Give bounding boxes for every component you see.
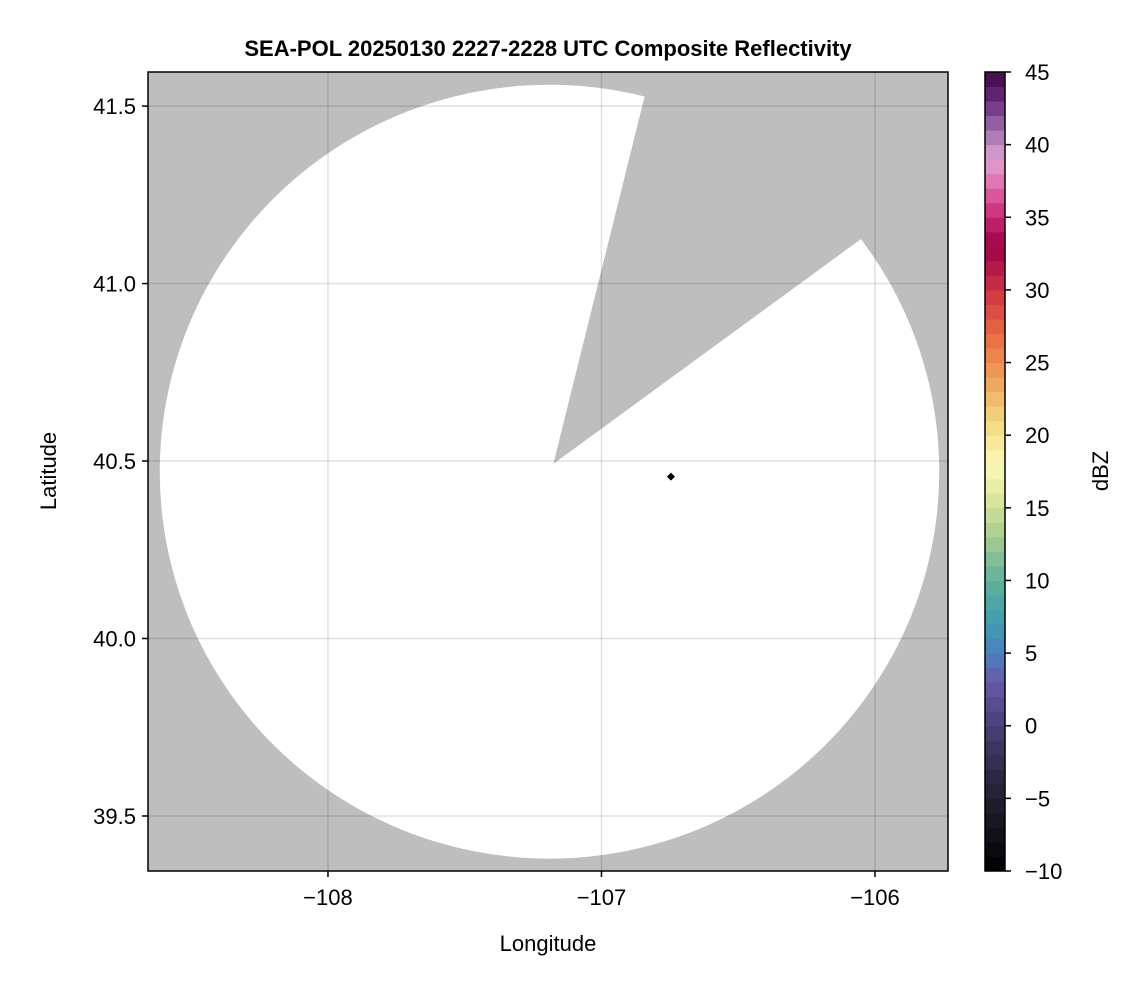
y-tick-label: 41.0 — [93, 272, 136, 297]
colorbar-bin — [985, 101, 1005, 117]
y-tick-label: 41.5 — [93, 94, 136, 119]
colorbar-tick-label: 5 — [1025, 641, 1037, 666]
colorbar-bin — [985, 391, 1005, 407]
colorbar-bin — [985, 115, 1005, 131]
colorbar-bin — [985, 725, 1005, 741]
colorbar-tick-label: 25 — [1025, 351, 1049, 376]
colorbar-bin — [985, 144, 1005, 160]
colorbar-bin — [985, 275, 1005, 291]
y-tick-label: 39.5 — [93, 804, 136, 829]
colorbar-bin — [985, 72, 1005, 88]
y-axis: 39.5 40.0 40.5 41.0 41.5 — [93, 94, 148, 829]
colorbar-bin — [985, 522, 1005, 538]
colorbar-bin — [985, 783, 1005, 799]
colorbar-bin — [985, 318, 1005, 334]
colorbar-bin — [985, 653, 1005, 669]
colorbar-tick-label: 15 — [1025, 496, 1049, 521]
colorbar-bin — [985, 362, 1005, 378]
colorbar-bin — [985, 420, 1005, 436]
colorbar-frame — [984, 71, 1006, 872]
colorbar-bin — [985, 565, 1005, 581]
colorbar-bin — [985, 130, 1005, 146]
colorbar-bin — [985, 798, 1005, 814]
colorbar-bin — [985, 435, 1005, 451]
y-tick-label: 40.0 — [93, 627, 136, 652]
colorbar-bin — [985, 841, 1005, 857]
plot-area — [148, 72, 948, 871]
colorbar-bin — [985, 260, 1005, 276]
marks — [666, 472, 675, 481]
colorbar-bin — [985, 333, 1005, 349]
colorbar-bin — [985, 246, 1005, 262]
colorbar-tick-label: 0 — [1025, 714, 1037, 739]
colorbar-bin — [985, 289, 1005, 305]
y-axis-label: Latitude — [36, 432, 61, 510]
colorbar-bin — [985, 188, 1005, 204]
colorbar-bin — [985, 740, 1005, 756]
x-tick-label: −108 — [303, 885, 353, 910]
colorbar-tick-label: −10 — [1025, 859, 1062, 884]
colorbar-bin — [985, 624, 1005, 640]
radar-location-marker — [666, 472, 675, 481]
x-axis: −108 −107 −106 — [303, 871, 900, 910]
colorbar-bin — [985, 217, 1005, 233]
colorbar-tick-label: 10 — [1025, 568, 1049, 593]
colorbar-bin — [985, 464, 1005, 480]
colorbar-bin — [985, 594, 1005, 611]
colorbar-bin — [985, 348, 1005, 364]
blocked-sector-wedge — [553, 72, 948, 464]
colorbar-tick-label: 45 — [1025, 60, 1049, 85]
y-tick-label: 40.5 — [93, 449, 136, 474]
colorbar-bin — [985, 812, 1005, 828]
colorbar-bin — [985, 377, 1005, 393]
colorbar-bin — [985, 580, 1005, 596]
chart-title: SEA-POL 20250130 2227-2228 UTC Composite… — [244, 36, 852, 61]
colorbar-bin — [985, 507, 1005, 523]
colorbar-bin — [985, 173, 1005, 189]
grid-lines — [148, 72, 948, 871]
colorbar-bin — [985, 754, 1005, 770]
colorbar-tick-label: 35 — [1025, 205, 1049, 230]
colorbar: −10 −5 0 5 10 15 20 25 30 35 40 45 — [984, 60, 1062, 884]
colorbar-bin — [985, 406, 1005, 422]
colorbar-bin — [985, 769, 1005, 785]
colorbar-bin — [985, 711, 1005, 727]
colorbar-bin — [985, 536, 1005, 552]
colorbar-bin — [985, 696, 1005, 712]
colorbar-tick-label: 20 — [1025, 423, 1049, 448]
colorbar-bin — [985, 667, 1005, 683]
colorbar-bin — [985, 86, 1005, 102]
plot-frame — [147, 71, 949, 872]
colorbar-bin — [985, 551, 1005, 567]
x-axis-label: Longitude — [500, 931, 597, 956]
colorbar-bin — [985, 449, 1005, 465]
colorbar-tick-label: −5 — [1025, 786, 1050, 811]
x-tick-label: −107 — [577, 885, 627, 910]
colorbar-bin — [985, 304, 1005, 320]
colorbar-bin — [985, 493, 1005, 509]
colorbar-bin — [985, 827, 1005, 843]
colorbar-bin — [985, 609, 1005, 625]
colorbar-tick-label: 30 — [1025, 278, 1049, 303]
colorbar-bin — [985, 856, 1005, 872]
colorbar-bin — [985, 478, 1005, 494]
x-tick-label: −106 — [850, 885, 900, 910]
colorbar-bin — [985, 638, 1005, 654]
colorbar-bin — [985, 682, 1005, 698]
colorbar-bin — [985, 202, 1005, 218]
colorbar-tick-label: 40 — [1025, 133, 1049, 158]
colorbar-bin — [985, 159, 1005, 175]
colorbar-bin — [985, 231, 1005, 247]
colorbar-label: dBZ — [1088, 451, 1113, 491]
